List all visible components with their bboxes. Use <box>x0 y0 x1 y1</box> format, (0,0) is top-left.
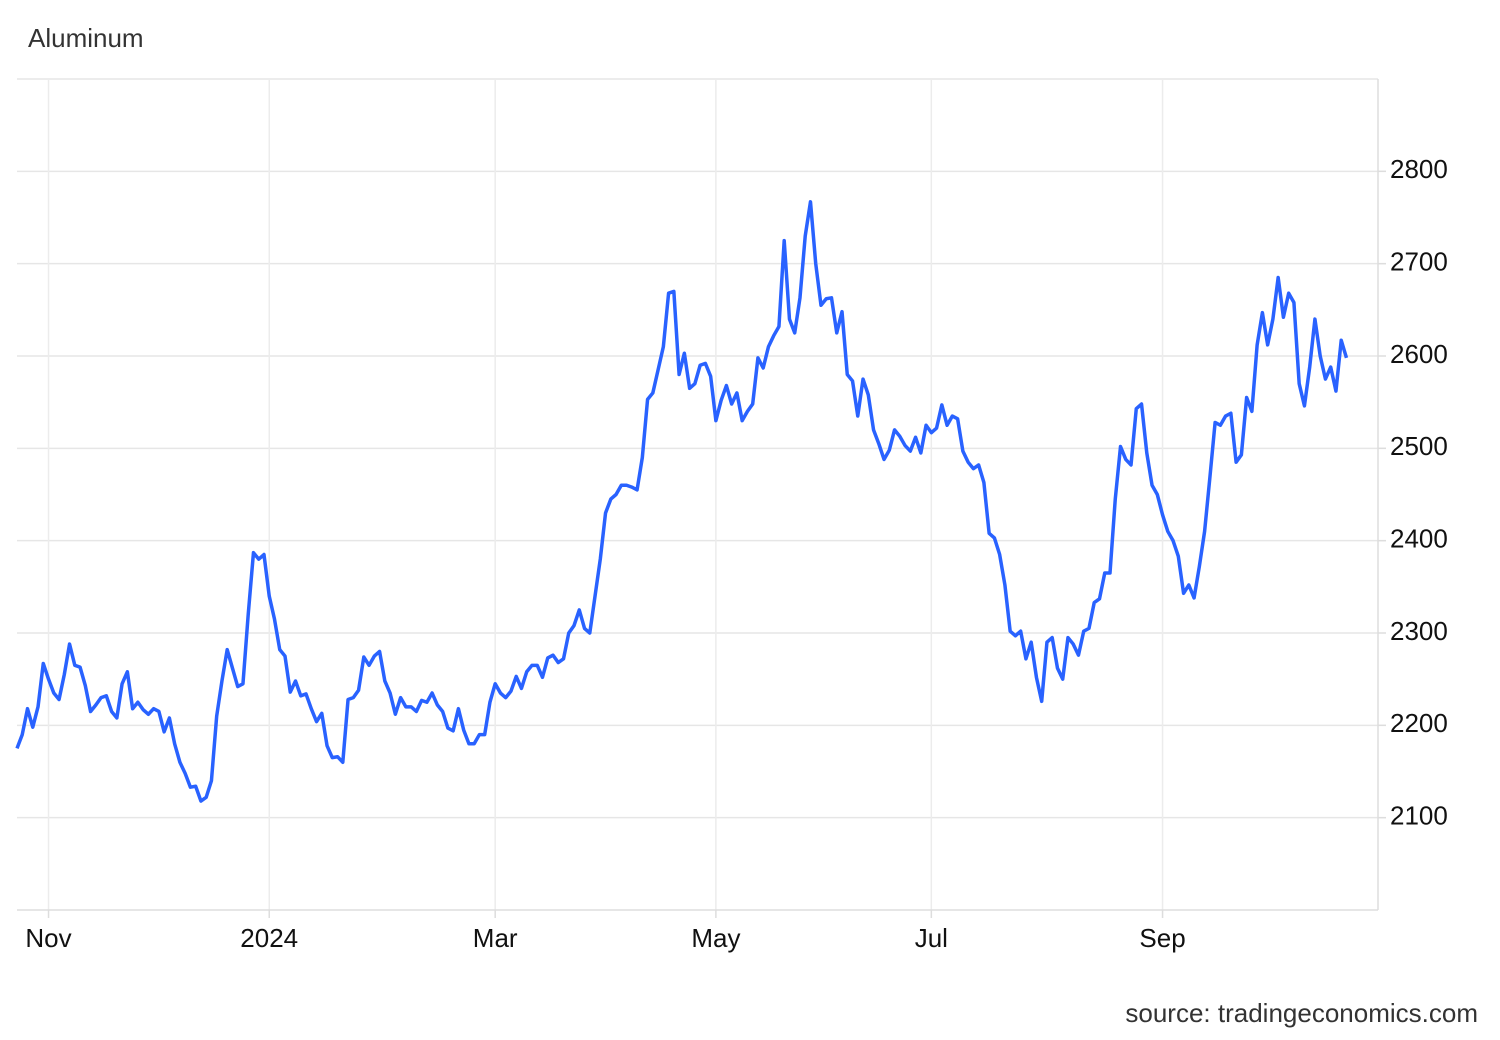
y-tick-label: 2100 <box>1390 801 1448 831</box>
y-tick-label: 2600 <box>1390 339 1448 369</box>
y-tick-label: 2500 <box>1390 431 1448 461</box>
y-tick-label: 2200 <box>1390 708 1448 738</box>
x-tick-label: 2024 <box>240 923 298 953</box>
source: source: tradingeconomics.com <box>1125 998 1478 1028</box>
y-tick-label: 2700 <box>1390 247 1448 277</box>
y-tick-label: 2800 <box>1390 154 1448 184</box>
y-tick-label: 2400 <box>1390 524 1448 554</box>
x-tick-label: May <box>691 923 740 953</box>
x-tick-label: Sep <box>1139 923 1185 953</box>
x-tick-label: Nov <box>25 923 71 953</box>
chart-title: Aluminum <box>28 23 144 53</box>
y-tick-label: 2300 <box>1390 616 1448 646</box>
x-tick-label: Jul <box>915 923 948 953</box>
price-line <box>15 200 1349 803</box>
x-tick-label: Mar <box>473 923 518 953</box>
